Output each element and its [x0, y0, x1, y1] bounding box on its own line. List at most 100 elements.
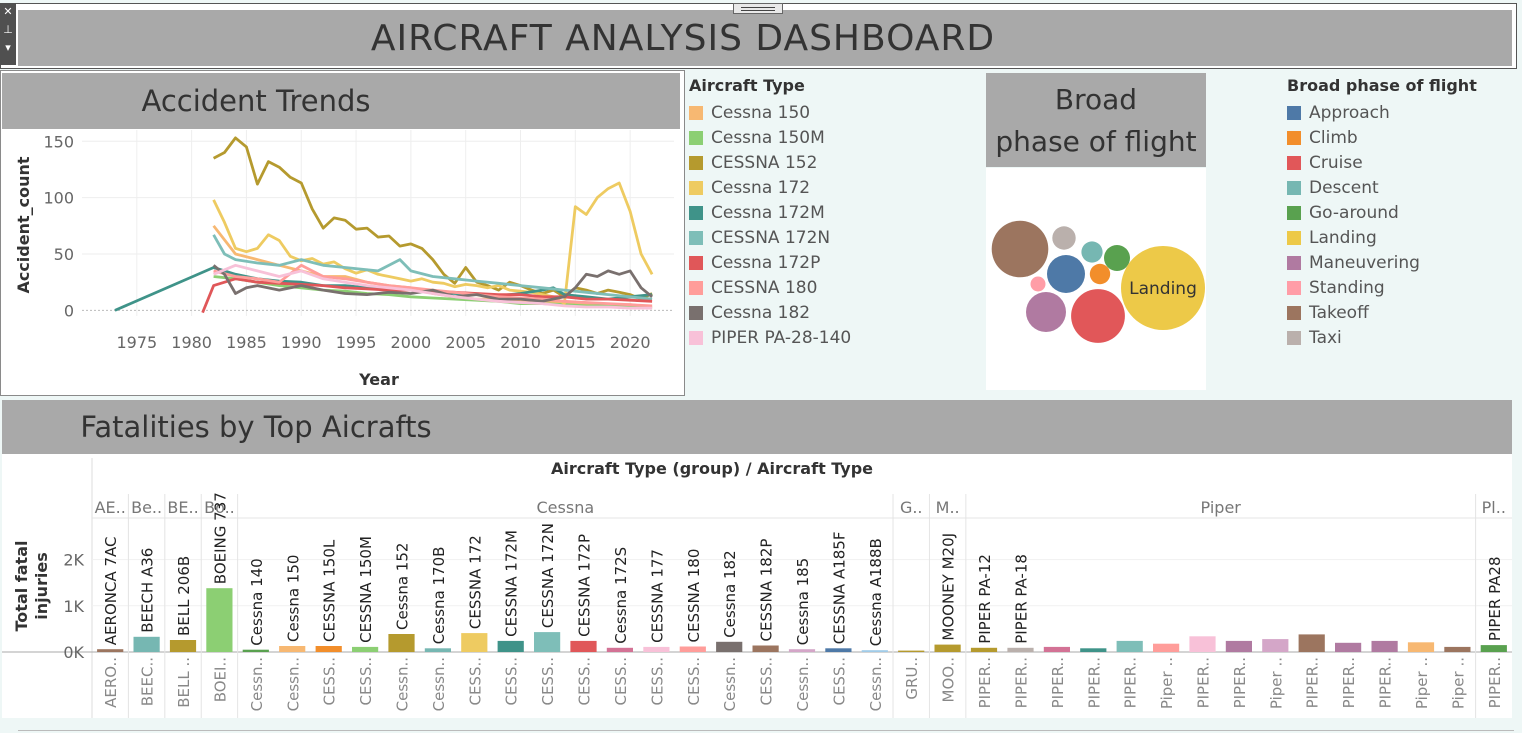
bubble-landing[interactable]	[1121, 246, 1205, 330]
bubble-descent[interactable]	[1081, 241, 1103, 263]
bar-cessna-180[interactable]	[679, 646, 706, 653]
bar-cessna-172s[interactable]	[606, 647, 633, 652]
legend-item-go-around[interactable]: Go-around	[1287, 200, 1507, 225]
bar-boeing-737[interactable]	[206, 588, 233, 652]
bubble-cruise[interactable]	[1071, 289, 1125, 343]
bar-beech-a36[interactable]	[133, 636, 160, 652]
bar-top-label: Cessna A188B	[867, 538, 885, 646]
bar-cessna-182[interactable]	[716, 641, 743, 652]
legend-label: Descent	[1309, 177, 1379, 198]
bar-piper[interactable]	[1116, 640, 1143, 652]
bar-cessna-140[interactable]	[242, 649, 269, 652]
legend-item-cessna-150m[interactable]: Cessna 150M	[689, 125, 949, 150]
bar-cessna-172m[interactable]	[497, 640, 524, 652]
bubble-takeoff[interactable]	[991, 220, 1049, 278]
bar-top-label: CESSNA 150M	[357, 536, 375, 643]
legend-item-cessna-172p[interactable]: Cessna 172P	[689, 250, 949, 275]
x-axis-title: Year	[358, 370, 399, 389]
fatalities-bar-chart[interactable]: Aircraft Type (group) / Aircraft Type 0K 1…	[2, 454, 1512, 718]
series-line-cessna-172n[interactable]	[212, 234, 653, 301]
bar-cessna-150l[interactable]	[315, 646, 342, 652]
legend-item-piper-pa-28-140[interactable]: PIPER PA-28-140	[689, 325, 949, 350]
aircraft-type-legend-title: Aircraft Type	[689, 76, 805, 95]
bubble-approach[interactable]	[1047, 255, 1085, 293]
menu-dropdown-icon[interactable]: ▾	[5, 41, 11, 54]
bar-cessna-150m[interactable]	[352, 646, 379, 652]
bar-cessna-152[interactable]	[388, 634, 415, 652]
legend-swatch	[1287, 180, 1301, 195]
legend-item-takeoff[interactable]: Takeoff	[1287, 300, 1507, 325]
drag-handle[interactable]	[733, 3, 783, 14]
bar-piper[interactable]	[1043, 646, 1070, 652]
bar-top-label: Cessna 182	[721, 550, 739, 637]
bubble-maneuvering[interactable]	[1026, 292, 1066, 332]
broad-phase-legend: Broad phase of flight Approach Climb Cruis…	[1287, 76, 1507, 350]
group-label-cessna: Cessna	[537, 498, 595, 517]
bubble-go-around[interactable]	[1104, 245, 1130, 271]
legend-item-cessna-182[interactable]: Cessna 182	[689, 300, 949, 325]
series-line-piper-pa-28-140[interactable]	[213, 263, 653, 310]
legend-item-cessna-152[interactable]: CESSNA 152	[689, 150, 949, 175]
legend-item-approach[interactable]: Approach	[1287, 100, 1507, 125]
legend-swatch	[689, 330, 703, 345]
series-line-cessna-172[interactable]	[212, 181, 654, 305]
bar-cessna-185[interactable]	[788, 649, 816, 652]
bar-top-label: CESSNA 172N	[539, 523, 557, 628]
bar-top-label: CESSNA 150L	[321, 539, 339, 642]
bar-piper[interactable]	[1298, 634, 1325, 652]
legend-item-landing[interactable]: Landing	[1287, 225, 1507, 250]
legend-swatch	[1287, 255, 1301, 270]
bar-mooney-m20j[interactable]	[934, 644, 961, 652]
bar-piper[interactable]	[1153, 643, 1180, 652]
bar-piper[interactable]	[1189, 636, 1216, 652]
legend-item-cessna-172m[interactable]: Cessna 172M	[689, 200, 949, 225]
legend-item-maneuvering[interactable]: Maneuvering	[1287, 250, 1507, 275]
bar-bottom-label: PIPER..	[1085, 657, 1103, 708]
bar-bottom-label: CESS..	[503, 657, 521, 706]
accident-trends-title: Accident Trends	[2, 73, 680, 129]
legend-item-cessna-180[interactable]: CESSNA 180	[689, 275, 949, 300]
bar-piper[interactable]	[1444, 646, 1471, 652]
legend-item-cruise[interactable]: Cruise	[1287, 150, 1507, 175]
bar-gru[interactable]	[898, 650, 925, 652]
bubble-climb[interactable]	[1089, 263, 1111, 285]
bar-cessna-182p[interactable]	[752, 645, 779, 653]
legend-swatch	[689, 230, 703, 245]
bar-piper[interactable]	[1371, 640, 1398, 652]
bar-piper-pa-12[interactable]	[970, 647, 998, 652]
broad-phase-bubble-chart[interactable]: Landing	[986, 168, 1206, 390]
bar-piper-pa28[interactable]	[1480, 645, 1507, 652]
bar-piper[interactable]	[1225, 640, 1252, 652]
bar-bell-206b[interactable]	[169, 640, 197, 652]
bar-cessna-177[interactable]	[643, 646, 670, 652]
legend-item-standing[interactable]: Standing	[1287, 275, 1507, 300]
bar-cessna-a185f[interactable]	[825, 648, 852, 652]
bar-cessna-172n[interactable]	[534, 632, 561, 652]
series-line-cessna-152[interactable]	[212, 136, 653, 301]
accident-trends-chart[interactable]: 1975 1980 1985 1990 1995 2000 2005 2010 2015 2020…	[2, 130, 682, 394]
bar-top-label: PIPER PA28	[1486, 556, 1504, 641]
bar-piper[interactable]	[1407, 642, 1435, 652]
close-icon[interactable]: ✕	[3, 5, 13, 18]
legend-label: PIPER PA-28-140	[711, 327, 852, 348]
bar-piper[interactable]	[1335, 642, 1362, 652]
bar-aeronca-7ac[interactable]	[97, 649, 124, 652]
bar-cessna-a188b[interactable]	[861, 650, 888, 652]
bar-piper-pa-18[interactable]	[1007, 647, 1034, 652]
bubble-standing[interactable]	[1030, 276, 1046, 292]
legend-item-descent[interactable]: Descent	[1287, 175, 1507, 200]
legend-item-cessna-172n[interactable]: CESSNA 172N	[689, 225, 949, 250]
bubble-taxi[interactable]	[1052, 226, 1076, 250]
bar-piper[interactable]	[1262, 639, 1289, 652]
bar-piper[interactable]	[1080, 648, 1107, 652]
legend-item-cessna-172[interactable]: Cessna 172	[689, 175, 949, 200]
bar-bottom-label: CESS..	[648, 657, 666, 706]
bar-cessna-150[interactable]	[279, 646, 306, 652]
legend-item-taxi[interactable]: Taxi	[1287, 325, 1507, 350]
legend-item-cessna-150[interactable]: Cessna 150	[689, 100, 949, 125]
legend-item-climb[interactable]: Climb	[1287, 125, 1507, 150]
bar-cessna-172[interactable]	[461, 633, 488, 652]
bar-cessna-170b[interactable]	[424, 648, 451, 652]
pin-icon[interactable]: ⊥	[3, 23, 13, 36]
bar-cessna-172p[interactable]	[570, 640, 597, 652]
